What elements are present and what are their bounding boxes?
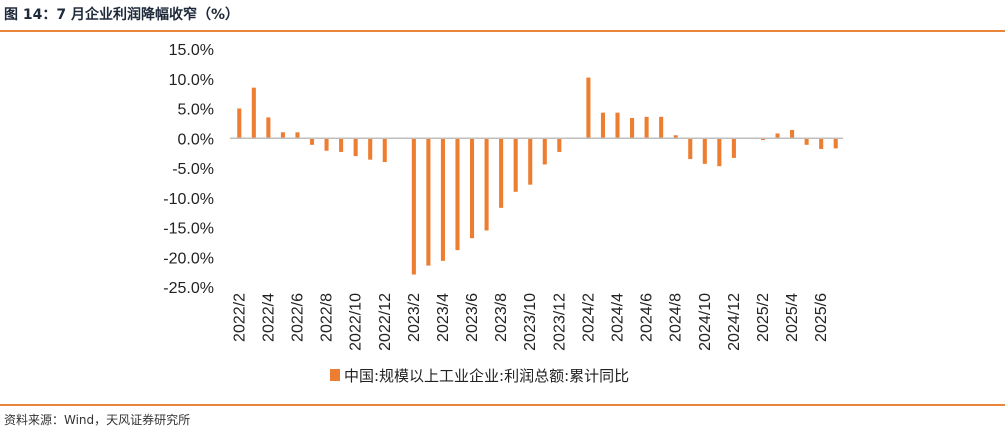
x-tick-label: 2025/4 bbox=[784, 293, 801, 342]
bar bbox=[717, 138, 722, 167]
x-tick-label: 2025/2 bbox=[755, 293, 772, 342]
bar bbox=[499, 138, 504, 208]
bar bbox=[528, 138, 533, 185]
legend-label: 中国:规模以上工业企业:利润总额:累计同比 bbox=[344, 367, 629, 385]
bar bbox=[484, 138, 489, 231]
x-tick-label: 2023/12 bbox=[551, 293, 568, 351]
bar-series bbox=[237, 77, 838, 275]
bar bbox=[309, 138, 315, 145]
bar bbox=[775, 133, 780, 139]
bar bbox=[673, 135, 678, 139]
bar bbox=[266, 117, 271, 139]
footer-divider bbox=[0, 404, 1005, 406]
bar bbox=[237, 108, 242, 139]
bar bbox=[353, 138, 358, 157]
y-tick-label: -15.0% bbox=[163, 221, 214, 238]
bar bbox=[659, 116, 664, 139]
bar bbox=[280, 132, 285, 139]
bar bbox=[339, 138, 344, 152]
x-tick-label: 2023/8 bbox=[493, 293, 510, 342]
x-tick-label: 2023/4 bbox=[435, 293, 452, 342]
bar bbox=[804, 138, 809, 145]
x-tick-label: 2023/6 bbox=[464, 293, 481, 342]
bar bbox=[469, 138, 475, 239]
x-tick-label: 2024/6 bbox=[639, 293, 656, 342]
bar bbox=[426, 138, 431, 266]
x-tick-label: 2024/4 bbox=[610, 293, 627, 342]
bar bbox=[440, 138, 445, 261]
bar bbox=[615, 112, 620, 139]
title-divider bbox=[0, 30, 1005, 32]
bar bbox=[600, 112, 606, 139]
bar bbox=[251, 87, 256, 139]
x-tick-label: 2022/8 bbox=[319, 293, 336, 342]
bar bbox=[630, 118, 635, 139]
bar bbox=[513, 138, 518, 192]
bar bbox=[411, 138, 416, 275]
x-tick-label: 2023/10 bbox=[522, 293, 539, 351]
profit-growth-bar-chart: 15.0% 10.0% 5.0% 0.0% -5.0% -10.0% -15.0% -20.0… bbox=[163, 42, 843, 385]
bar bbox=[790, 129, 795, 139]
bar bbox=[644, 116, 649, 139]
legend-swatch bbox=[330, 369, 340, 381]
x-tick-label: 2022/6 bbox=[289, 293, 306, 342]
x-tick-label: 2022/4 bbox=[260, 293, 277, 342]
x-tick-label: 2024/12 bbox=[726, 293, 743, 351]
bar bbox=[542, 138, 547, 165]
figure-title: 图 14：7 月企业利润降幅收窄（%） bbox=[4, 7, 239, 23]
chart-legend: 中国:规模以上工业企业:利润总额:累计同比 bbox=[330, 367, 629, 385]
y-tick-label: 10.0% bbox=[169, 72, 214, 89]
x-tick-label: 2023/2 bbox=[406, 293, 423, 342]
x-tick-label: 2022/12 bbox=[377, 293, 394, 351]
x-tick-label: 2024/10 bbox=[697, 293, 714, 351]
bar bbox=[368, 138, 373, 160]
x-axis-tick-labels: 2022/2 2022/4 2022/6 2022/8 2022/10 2022/12 20… bbox=[231, 293, 830, 351]
y-tick-label: 0.0% bbox=[178, 131, 214, 148]
bar bbox=[702, 138, 707, 164]
bar bbox=[382, 138, 387, 163]
y-tick-label: -5.0% bbox=[172, 161, 214, 178]
y-tick-label: -20.0% bbox=[163, 250, 214, 267]
x-tick-label: 2024/8 bbox=[668, 293, 685, 342]
source-note: 资料来源：Wind，天风证券研究所 bbox=[4, 413, 191, 427]
y-tick-label: 15.0% bbox=[169, 42, 214, 59]
x-tick-label: 2022/10 bbox=[348, 293, 365, 351]
x-tick-label: 2024/2 bbox=[580, 293, 597, 342]
bar bbox=[324, 138, 329, 151]
x-tick-label: 2022/2 bbox=[231, 293, 248, 342]
bar bbox=[295, 132, 300, 139]
y-tick-label: 5.0% bbox=[178, 102, 214, 119]
bar bbox=[455, 138, 460, 251]
x-tick-label: 2025/6 bbox=[813, 293, 830, 342]
bar bbox=[731, 138, 736, 158]
y-axis-tick-labels: 15.0% 10.0% 5.0% 0.0% -5.0% -10.0% -15.0% -20.0… bbox=[163, 42, 214, 297]
bar bbox=[688, 138, 693, 160]
bar bbox=[760, 138, 766, 141]
bar bbox=[586, 77, 591, 139]
bar bbox=[819, 138, 824, 149]
bar bbox=[557, 138, 562, 152]
bar bbox=[833, 138, 838, 149]
y-tick-label: -10.0% bbox=[163, 191, 214, 208]
y-tick-label: -25.0% bbox=[163, 280, 214, 297]
